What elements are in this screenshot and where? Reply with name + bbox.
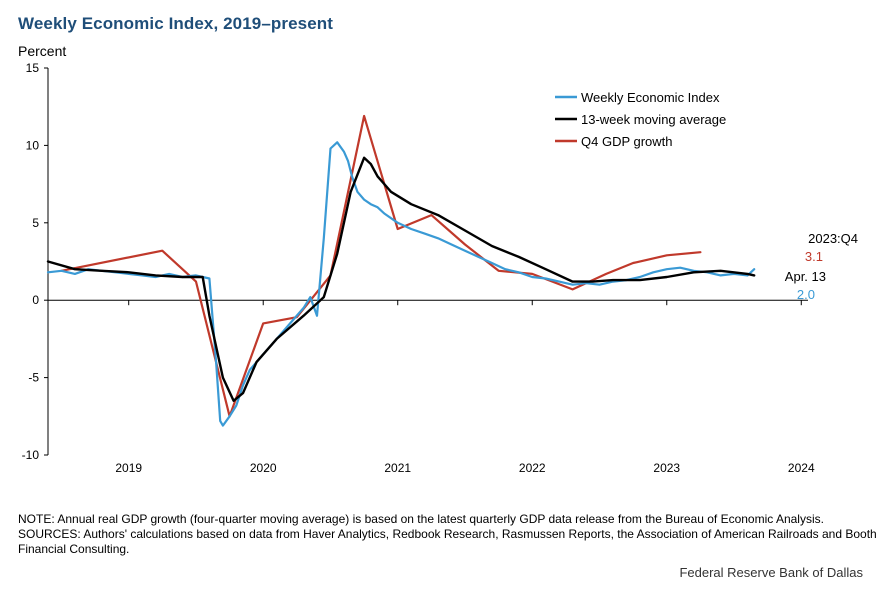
x-tick-label: 2023: [653, 461, 680, 475]
y-axis-unit-label: Percent: [18, 43, 67, 59]
x-tick-label: 2019: [115, 461, 142, 475]
x-tick-label: 2024: [788, 461, 815, 475]
y-tick-label: -5: [28, 371, 39, 385]
y-tick-label: 10: [26, 138, 40, 152]
end-annotation: 3.1: [805, 249, 823, 264]
legend-label: Q4 GDP growth: [581, 134, 673, 149]
legend-label: 13-week moving average: [581, 112, 726, 127]
y-tick-label: 0: [32, 293, 39, 307]
sources-text: SOURCES: Authors' calculations based on …: [18, 527, 877, 556]
y-tick-label: 15: [26, 61, 40, 75]
x-tick-label: 2020: [250, 461, 277, 475]
y-tick-label: -10: [22, 448, 40, 462]
series-line-3: [60, 114, 702, 418]
notes-block: NOTE: Annual real GDP growth (four-quart…: [18, 512, 878, 557]
note-text: NOTE: Annual real GDP growth (four-quart…: [18, 512, 824, 526]
end-annotation: 2023:Q4: [808, 231, 858, 246]
x-tick-label: 2022: [519, 461, 546, 475]
x-tick-label: 2021: [384, 461, 411, 475]
end-annotation: 2.0: [797, 287, 815, 302]
series-line-2: [46, 156, 756, 402]
chart-svg: -10 -5 0 5 10 15 2019 2020 2021 2022 2023 2024 Weekl…: [22, 61, 858, 475]
attribution-text: Federal Reserve Bank of Dallas: [679, 565, 863, 580]
y-tick-label: 5: [32, 216, 39, 230]
end-annotation: Apr. 13: [785, 269, 826, 284]
chart-title: Weekly Economic Index, 2019–present: [18, 14, 333, 33]
series-line-1: [46, 141, 756, 427]
legend-label: Weekly Economic Index: [581, 90, 720, 105]
